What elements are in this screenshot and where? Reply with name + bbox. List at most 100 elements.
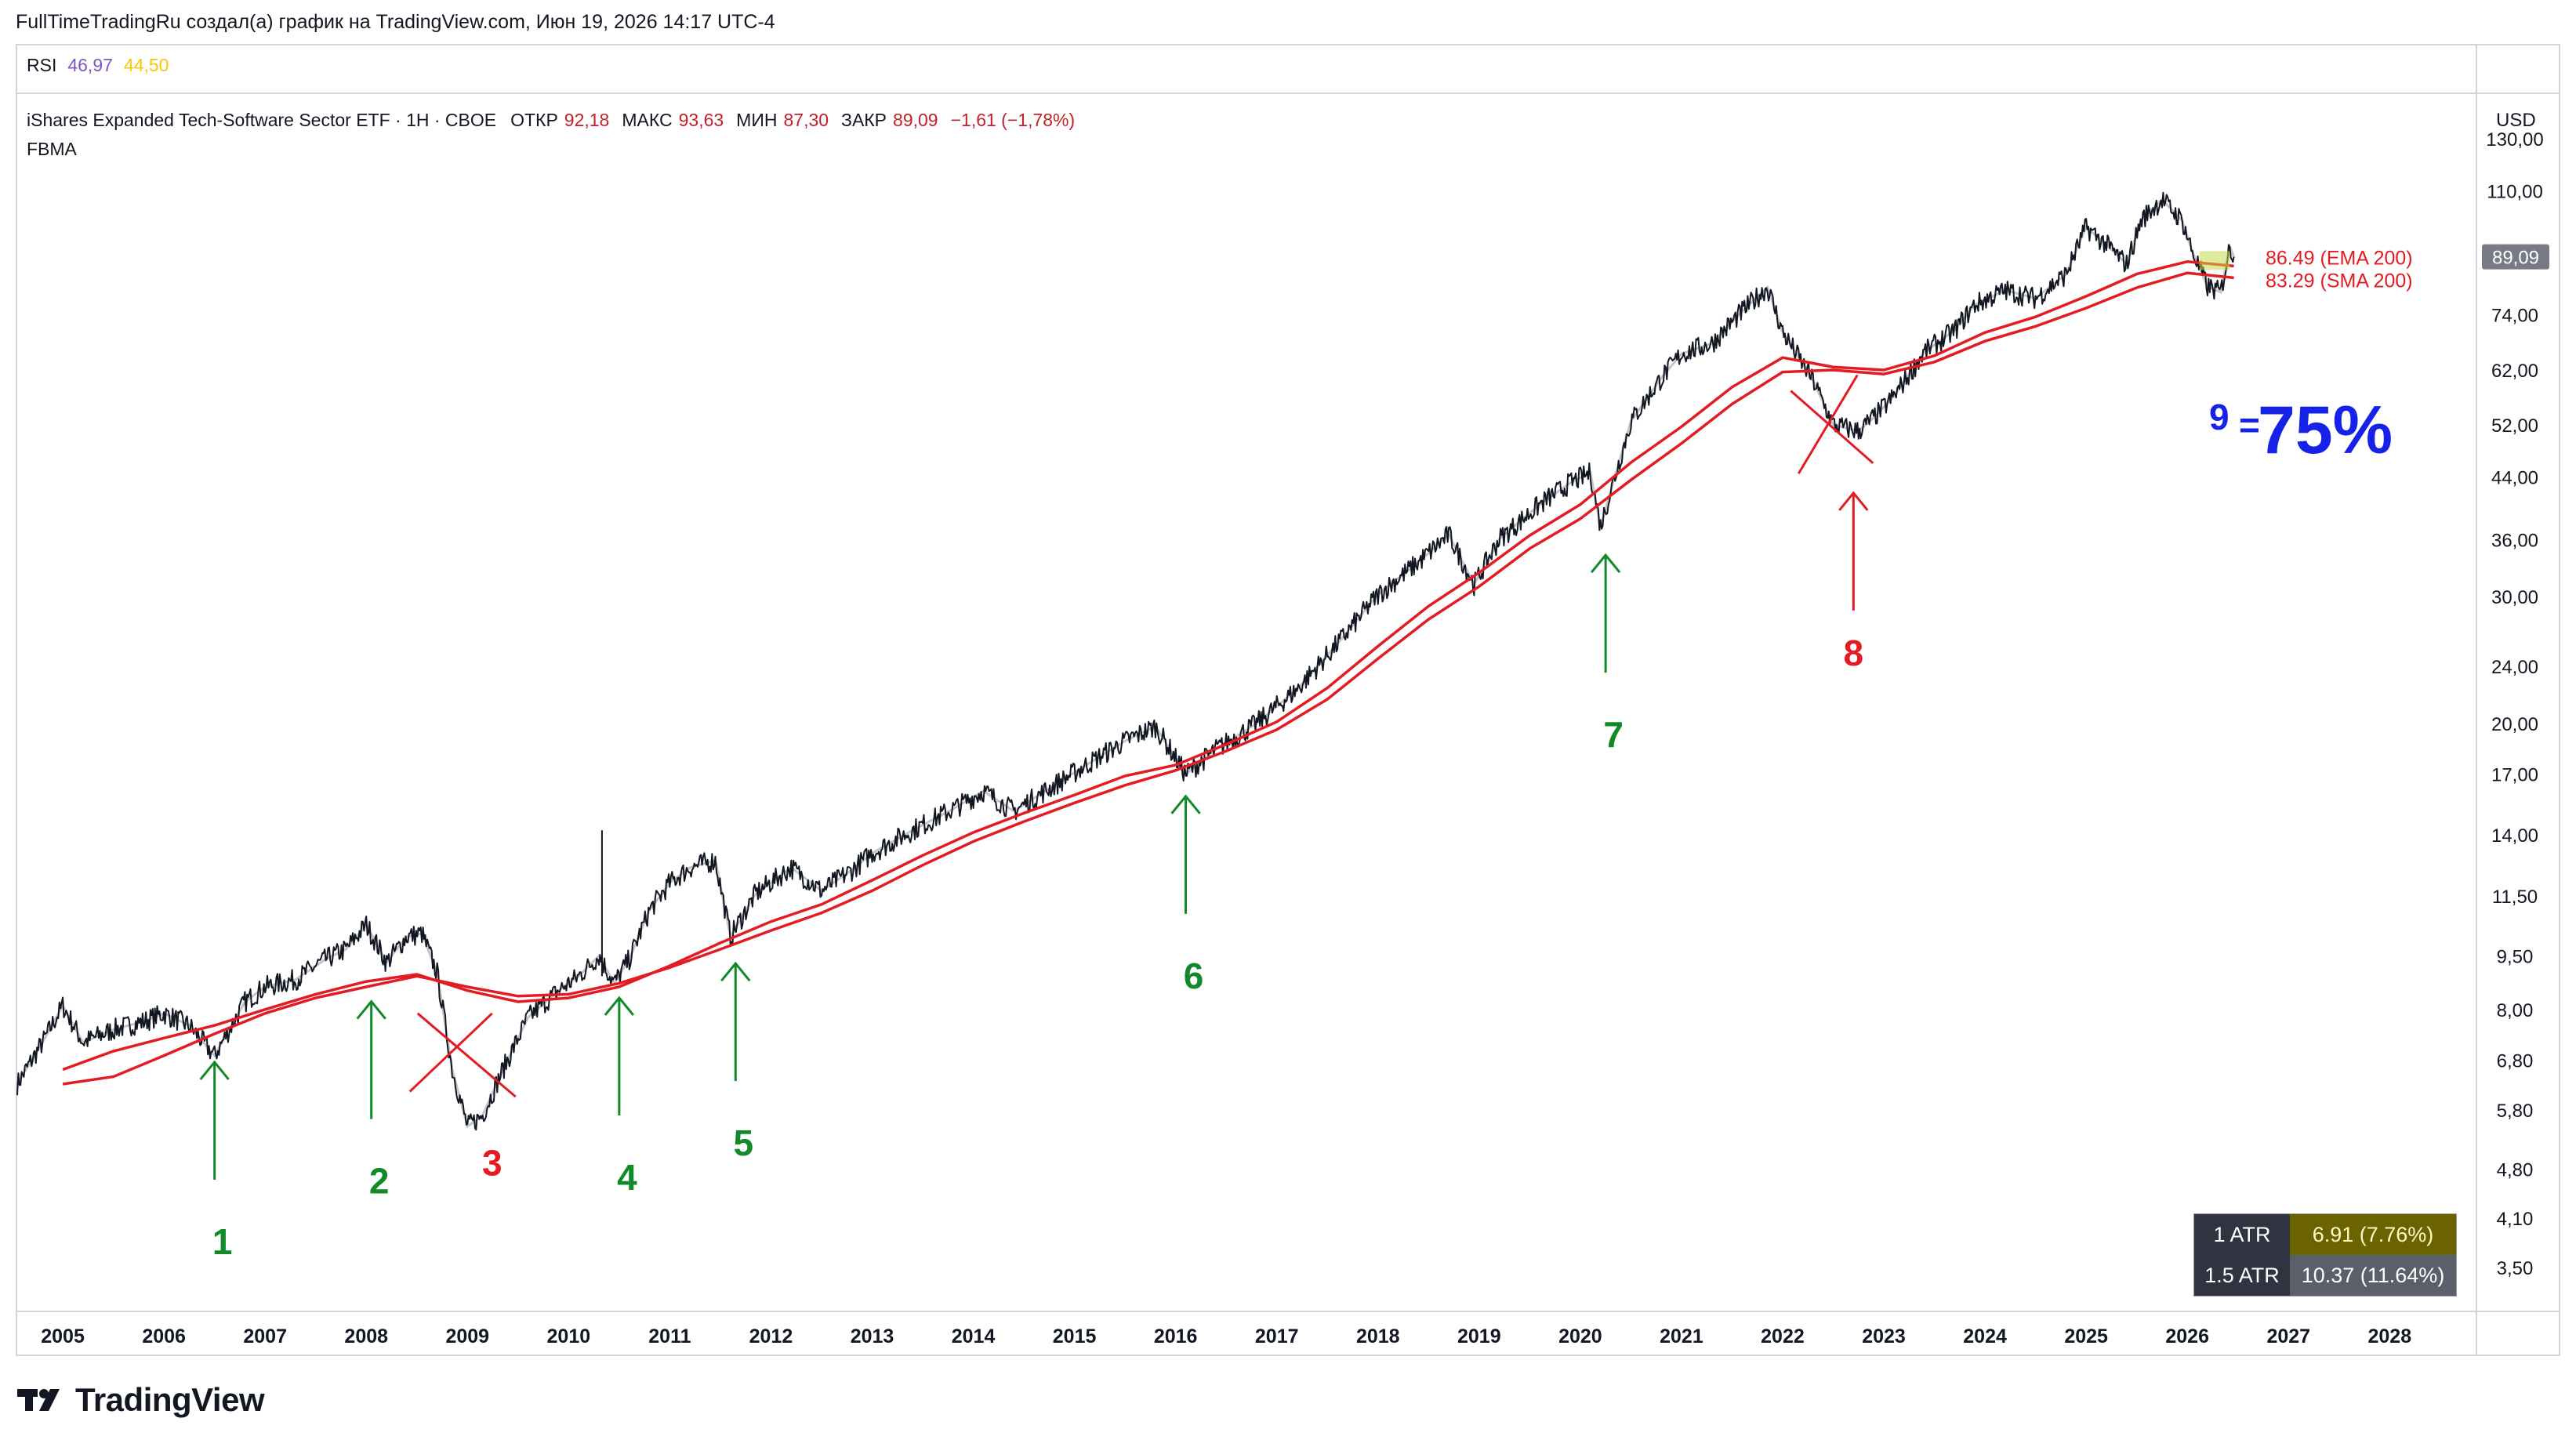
annotation-arrowhead-4: [604, 995, 635, 1016]
x-tick-label: 2018: [1356, 1326, 1400, 1347]
change-value: −1,61 (−1,78%): [950, 110, 1076, 130]
y-tick-label: 4,10: [2497, 1209, 2534, 1230]
x-tick-label: 2024: [1963, 1326, 2007, 1347]
x-tick-label: 2014: [952, 1326, 996, 1347]
open-label: ОТКР: [510, 110, 558, 130]
rsi-value: 46,97: [67, 55, 113, 75]
sma-value-label: 83.29 (SMA 200): [2266, 270, 2413, 292]
price-scale-divider: [2476, 44, 2477, 1356]
x-tick-label: 2027: [2266, 1326, 2310, 1347]
atr-row-2: 1.5 ATR 10.37 (11.64%): [2194, 1255, 2456, 1296]
big-label-percent: 75%: [2258, 393, 2393, 468]
y-tick-label: 14,00: [2491, 825, 2538, 847]
y-tick-label: 8,00: [2497, 1000, 2534, 1021]
x-tick-label: 2009: [445, 1326, 489, 1347]
annotation-arrowhead-1: [199, 1060, 230, 1080]
x-tick-label: 2007: [243, 1326, 287, 1347]
rsi-ma-value: 44,50: [123, 55, 169, 75]
y-tick-label: 44,00: [2491, 468, 2538, 489]
annotation-arrowhead-2: [356, 999, 386, 1020]
frame-bottom: [16, 1355, 2560, 1356]
cross-mark-3: [416, 1012, 517, 1098]
currency-label[interactable]: USD: [2496, 110, 2536, 131]
symbol-title: iShares Expanded Tech-Software Sector ET…: [27, 110, 497, 130]
tradingview-logo-icon: [17, 1389, 60, 1411]
annotation-arrowhead-6: [1170, 794, 1201, 814]
rsi-legend[interactable]: RSI 46,97 44,50: [27, 55, 169, 76]
frame-left: [16, 44, 17, 1356]
x-tick-label: 2015: [1053, 1326, 1097, 1347]
y-tick-label: 62,00: [2491, 361, 2538, 382]
ema-value-label: 86.49 (EMA 200): [2266, 247, 2413, 269]
annotation-label-7: 7: [1603, 714, 1624, 755]
indicator-name[interactable]: FBMA: [27, 139, 77, 159]
low-value: 87,30: [783, 110, 829, 130]
annotation-label-3: 3: [482, 1143, 503, 1184]
x-tick-label: 2006: [142, 1326, 186, 1347]
x-tick-label: 2020: [1558, 1326, 1602, 1347]
x-tick-label: 2028: [2367, 1326, 2411, 1347]
atr-value: 10.37 (11.64%): [2290, 1255, 2456, 1296]
y-tick-label: 17,00: [2491, 765, 2538, 786]
cross-mark-8: [1790, 390, 1874, 465]
y-tick-label: 11,50: [2492, 887, 2538, 908]
x-tick-label: 2022: [1761, 1326, 1805, 1347]
y-tick-label: 6,80: [2497, 1051, 2534, 1072]
recent-range-highlight: [2199, 251, 2230, 270]
frame-top: [16, 44, 2560, 45]
y-tick-label: 36,00: [2491, 531, 2538, 552]
y-tick-label: 52,00: [2491, 415, 2538, 437]
annotation-label-5: 5: [733, 1122, 753, 1163]
y-tick-label: 3,50: [2497, 1258, 2534, 1279]
price-badge: [2482, 244, 2549, 270]
tradingview-logo[interactable]: TradingView: [17, 1381, 265, 1419]
x-tick-label: 2013: [851, 1326, 894, 1347]
annotation-label-8: 8: [1844, 633, 1864, 673]
time-scale-divider: [16, 1311, 2560, 1312]
annotation-arrowhead-7: [1590, 553, 1621, 574]
y-tick-label: 130,00: [2486, 129, 2543, 151]
x-tick-label: 2011: [648, 1326, 691, 1347]
price-badge-label: 89,09: [2492, 248, 2539, 269]
annotation-label-1: 1: [212, 1221, 233, 1262]
x-tick-label: 2016: [1154, 1326, 1198, 1347]
y-tick-label: 110,00: [2487, 182, 2543, 203]
high-value: 93,63: [678, 110, 724, 130]
x-tick-label: 2025: [2064, 1326, 2108, 1347]
rsi-label: RSI: [27, 55, 57, 75]
low-label: МИН: [736, 110, 778, 130]
y-tick-label: 24,00: [2491, 657, 2538, 678]
atr-label: 1.5 ATR: [2194, 1255, 2290, 1296]
annotation-arrowhead-5: [720, 961, 751, 982]
y-tick-label: 5,80: [2497, 1101, 2534, 1122]
x-tick-label: 2026: [2165, 1326, 2209, 1347]
atr-row-1: 1 ATR 6.91 (7.76%): [2194, 1214, 2456, 1255]
frame-rsi-separator: [16, 92, 2560, 94]
close-value: 89,09: [893, 110, 938, 130]
atr-label: 1 ATR: [2194, 1214, 2290, 1255]
big-label-equals: =: [2239, 404, 2260, 445]
cross-mark-3: [408, 1012, 493, 1093]
annotation-arrowhead-8: [1838, 491, 1869, 511]
x-tick-label: 2019: [1457, 1326, 1501, 1347]
sma200-line: [62, 271, 2234, 1086]
symbol-legend[interactable]: iShares Expanded Tech-Software Sector ET…: [27, 110, 1081, 160]
close-label: ЗАКР: [841, 110, 887, 130]
price-series-line: [16, 191, 2235, 1131]
big-label-superscript: 9: [2209, 397, 2230, 437]
frame-right: [2559, 44, 2560, 1356]
high-label: МАКС: [622, 110, 673, 130]
x-tick-label: 2012: [749, 1326, 793, 1347]
tradingview-logo-text: TradingView: [75, 1381, 265, 1418]
open-value: 92,18: [564, 110, 610, 130]
y-tick-label: 74,00: [2491, 306, 2538, 327]
price-series-trend: [16, 198, 2235, 1129]
x-tick-label: 2023: [1862, 1326, 1906, 1347]
x-tick-label: 2017: [1255, 1326, 1299, 1347]
y-tick-label: 4,80: [2497, 1159, 2534, 1180]
x-tick-label: 2005: [41, 1326, 85, 1347]
annotation-label-6: 6: [1184, 956, 1204, 996]
y-tick-label: 20,00: [2491, 714, 2538, 735]
atr-value: 6.91 (7.76%): [2290, 1214, 2456, 1255]
